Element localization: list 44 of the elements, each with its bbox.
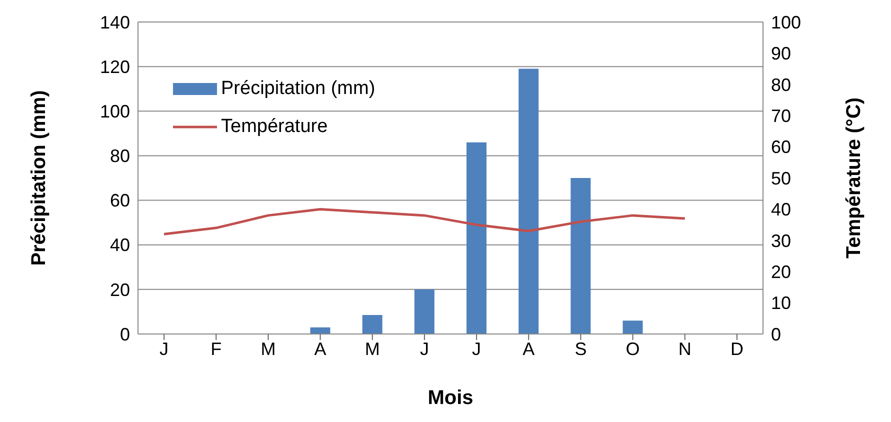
y-tick-label: 140	[100, 12, 130, 32]
y2-tick-label: 70	[771, 106, 792, 126]
y2-tick-label: 30	[771, 230, 792, 251]
y2-tick-label: 40	[771, 200, 792, 220]
y2-tick-label: 20	[771, 262, 792, 282]
bar	[466, 142, 486, 334]
y-tick-label: 20	[110, 280, 130, 300]
legend-label: Température	[221, 116, 328, 138]
y-tick-label: 0	[120, 324, 130, 344]
line-series	[162, 208, 686, 236]
bar	[362, 315, 382, 334]
y-tick-label: 120	[100, 56, 130, 77]
y2-axis-title: Température (°C)	[843, 98, 866, 258]
bar	[310, 327, 330, 334]
y2-tick-label: 90	[771, 44, 792, 64]
bar	[570, 178, 591, 334]
x-tick-label: A	[522, 338, 535, 359]
y2-tick-label: 100	[771, 12, 802, 32]
y-axis-title: Précipitation (mm)	[28, 90, 50, 266]
y-tick-label: 100	[100, 102, 130, 122]
y-tick-label: 40	[110, 235, 130, 256]
x-tick-label: D	[730, 338, 744, 359]
y2-tick-label: 50	[771, 168, 792, 188]
x-tick-label: M	[364, 338, 380, 359]
x-tick-label: J	[472, 338, 482, 359]
x-tick-label: A	[314, 338, 326, 359]
y-tick-label: 60	[110, 190, 130, 211]
x-tick-label: N	[678, 338, 692, 359]
x-tick-label: S	[574, 338, 587, 359]
x-tick-label: J	[160, 338, 169, 359]
x-tick-label: F	[210, 338, 222, 359]
y2-tick-label: 0	[771, 324, 782, 344]
y2-tick-label: 60	[771, 137, 792, 158]
bar	[518, 68, 539, 334]
x-tick-label: O	[626, 338, 640, 359]
bar	[414, 289, 434, 334]
y2-tick-label: 80	[771, 74, 792, 95]
x-tick-label: M	[260, 338, 276, 359]
bar	[622, 320, 643, 334]
y2-tick-label: 10	[771, 293, 792, 314]
legend-label: Précipitation (mm)	[221, 78, 376, 100]
x-axis-title: Mois	[428, 387, 474, 409]
x-tick-label: J	[420, 338, 429, 359]
y-tick-label: 80	[110, 146, 130, 166]
